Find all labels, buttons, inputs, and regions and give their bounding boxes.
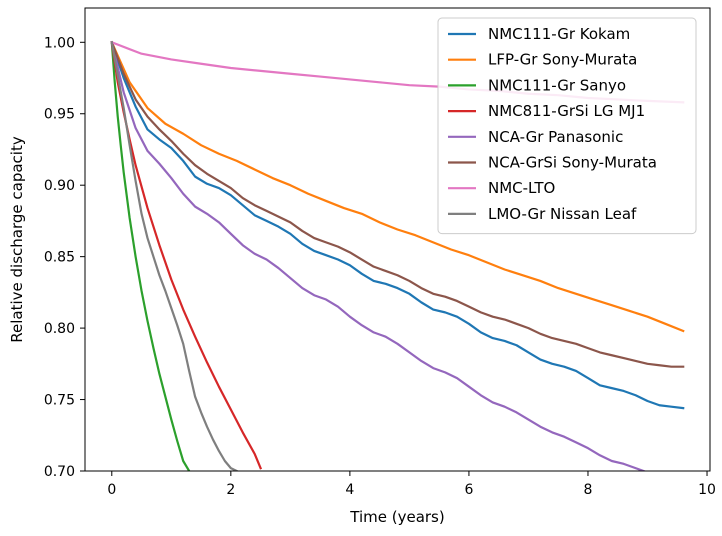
axes-layer: 0 2 4 6 8 10 0.70 0.75 0.80 0.85 0.90 0.95 1.00: [44, 7, 716, 498]
y-tick-label-4: 0.90: [44, 178, 75, 194]
series-line-5: [110, 40, 685, 368]
y-tick-label-2: 0.80: [44, 321, 75, 337]
legend-entry-6: NMC-LTO: [488, 179, 555, 197]
legend-entry-2: NMC111-Gr Sanyo: [488, 76, 626, 94]
series-line-4: [110, 40, 647, 471]
y-tick-label-1: 0.75: [44, 393, 75, 409]
x-tick-label-3: 6: [464, 482, 473, 498]
y-axis-label: Relative discharge capacity: [8, 136, 26, 343]
series-line-3: [110, 41, 263, 470]
series-line-2: [110, 41, 191, 471]
series-layer: [110, 40, 685, 471]
legend-entry-7: LMO-Gr Nissan Leaf: [488, 205, 637, 223]
legend-entry-3: NMC811-GrSi LG MJ1: [488, 102, 645, 120]
series-line-0: [110, 40, 685, 410]
x-axis-label: Time (years): [349, 508, 444, 526]
series-line-7: [110, 41, 239, 471]
x-tick-label-0: 0: [107, 482, 116, 498]
plot-frame: [84, 7, 711, 472]
legend-entry-1: LFP-Gr Sony-Murata: [488, 51, 637, 69]
x-tick-label-1: 2: [226, 482, 235, 498]
y-tick-label-5: 0.95: [44, 107, 75, 123]
legend-box: [437, 17, 697, 235]
y-tick-label-6: 1.00: [44, 35, 75, 51]
legend: NMC111-Gr Kokam LFP-Gr Sony-Murata NMC111-…: [437, 17, 697, 235]
x-tick-label-5: 10: [698, 482, 716, 498]
y-tick-label-3: 0.85: [44, 250, 75, 266]
series-line-1: [110, 40, 685, 333]
x-tick-label-2: 4: [345, 482, 354, 498]
x-tick-label-4: 8: [584, 482, 593, 498]
legend-entry-5: NCA-GrSi Sony-Murata: [488, 154, 657, 172]
legend-entry-0: NMC111-Gr Kokam: [488, 25, 630, 43]
legend-entry-4: NCA-Gr Panasonic: [488, 128, 623, 146]
y-tick-label-0: 0.70: [44, 464, 75, 480]
